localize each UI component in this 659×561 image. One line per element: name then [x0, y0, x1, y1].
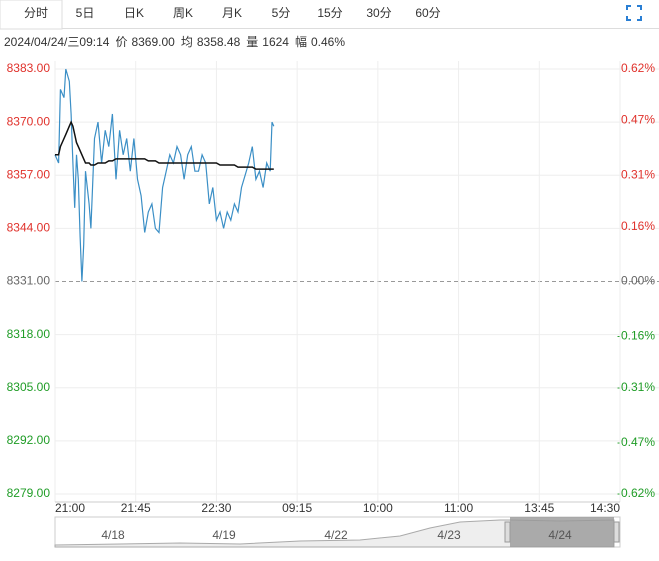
y2-tick-label: 0.62% — [621, 61, 655, 75]
y2-tick-label: -0.31% — [617, 380, 655, 394]
y2-tick-label: -0.16% — [617, 329, 655, 343]
y-tick-label: 8318.00 — [7, 327, 51, 341]
info-price-label: 价 — [115, 35, 127, 49]
x-tick-label: 13:45 — [524, 501, 554, 515]
series-line — [54, 68, 275, 282]
x-tick-label: 21:00 — [55, 501, 85, 515]
tab[interactable]: 月K — [222, 6, 242, 20]
navigator-handle[interactable] — [504, 521, 511, 543]
x-tick-label: 14:30 — [590, 501, 620, 515]
y-tick-label: 8331.00 — [7, 274, 51, 288]
y-tick-label: 8305.00 — [7, 380, 51, 394]
y-tick-label: 8292.00 — [7, 433, 51, 447]
y-tick-label: 8357.00 — [7, 167, 51, 181]
tab[interactable]: 分时 — [24, 6, 48, 20]
series-line — [55, 120, 274, 170]
tab[interactable]: 5分 — [272, 6, 291, 20]
y2-tick-label: 0.00% — [621, 274, 655, 288]
y2-tick-label: 0.16% — [621, 219, 655, 233]
info-line: 2024/04/24/三09:14 价 8369.00 均 8358.48 量 1624 幅 0… — [4, 34, 345, 49]
navigator-label: 4/22 — [324, 528, 348, 542]
tab[interactable]: 5日 — [76, 6, 95, 20]
y2-tick-label: -0.62% — [617, 486, 655, 500]
tab[interactable]: 60分 — [415, 6, 440, 20]
navigator-label: 4/18 — [101, 528, 125, 542]
info-vol: 1624 — [262, 35, 289, 49]
info-avg-label: 均 — [181, 35, 193, 49]
y-tick-label: 8279.00 — [7, 486, 51, 500]
tab[interactable]: 30分 — [366, 6, 391, 20]
info-vol-label: 量 — [246, 35, 258, 49]
info-avg: 8358.48 — [197, 35, 241, 49]
info-amp-label: 幅 — [295, 34, 307, 49]
navigator-handle[interactable] — [613, 521, 620, 543]
expand-icon[interactable] — [626, 5, 642, 21]
info-price: 8369.00 — [131, 35, 175, 49]
navigator-label: 4/23 — [437, 528, 461, 542]
navigator-selection[interactable] — [510, 517, 614, 547]
x-tick-label: 09:15 — [282, 501, 312, 515]
y-tick-label: 8344.00 — [7, 221, 51, 235]
info-time: 2024/04/24/三09:14 — [4, 35, 110, 49]
y-tick-label: 8383.00 — [7, 61, 51, 75]
tab[interactable]: 周K — [173, 6, 193, 20]
tab-bar — [0, 0, 659, 28]
x-tick-label: 10:00 — [363, 501, 393, 515]
y2-tick-label: -0.47% — [617, 435, 655, 449]
tab[interactable]: 15分 — [317, 6, 342, 20]
y-tick-label: 8370.00 — [7, 114, 51, 128]
tab[interactable]: 日K — [124, 6, 144, 20]
x-tick-label: 21:45 — [121, 501, 151, 515]
x-tick-label: 11:00 — [444, 501, 473, 515]
x-tick-label: 22:30 — [201, 501, 231, 515]
navigator-label: 4/24 — [548, 528, 572, 542]
y2-tick-label: 0.31% — [621, 167, 655, 181]
active-tab — [0, 0, 63, 30]
navigator-label: 4/19 — [212, 528, 236, 542]
y2-tick-label: 0.47% — [621, 113, 655, 127]
info-amp: 0.46% — [311, 35, 345, 49]
